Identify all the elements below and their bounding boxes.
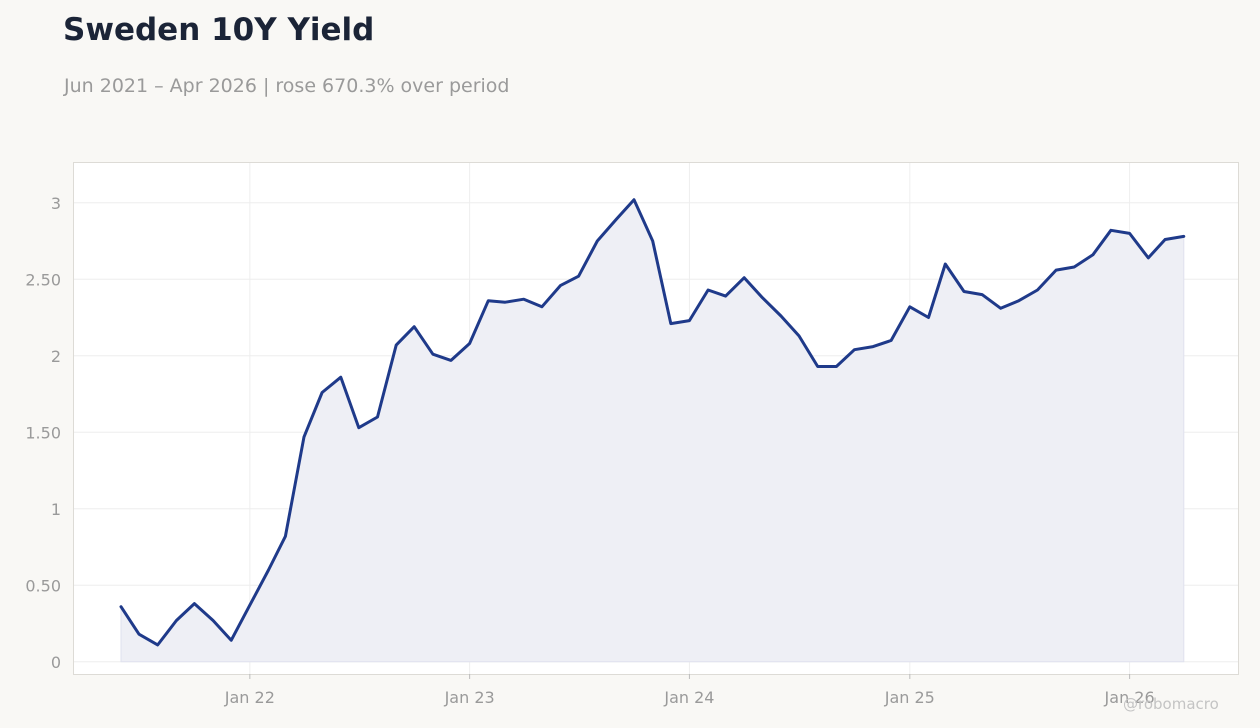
y-tick-label: 1 (51, 500, 61, 519)
chart-title: Sweden 10Y Yield (63, 12, 375, 48)
x-tick-label: Jan 26 (1104, 688, 1155, 707)
y-tick-label: 2.50 (25, 270, 61, 289)
y-tick-label: 0.50 (25, 576, 61, 595)
y-tick-label: 1.50 (25, 423, 61, 442)
x-tick-label: Jan 22 (224, 688, 275, 707)
x-axis-ticks: Jan 22 Jan 23 Jan 24 Jan 25 Jan 26 (224, 674, 1155, 707)
x-tick-label: Jan 24 (663, 688, 714, 707)
y-tick-label: 0 (51, 653, 61, 672)
y-tick-label: 2 (51, 347, 61, 366)
x-tick-label: Jan 23 (444, 688, 495, 707)
chart-subtitle: Jun 2021 – Apr 2026 | rose 670.3% over p… (64, 75, 510, 97)
y-tick-label: 3 (51, 194, 61, 213)
x-tick-label: Jan 25 (884, 688, 935, 707)
yield-line (119, 198, 1186, 647)
watermark: @robomacro (1123, 695, 1219, 713)
y-axis-ticks: 0 0.50 1 1.50 2 2.50 3 (25, 194, 61, 672)
